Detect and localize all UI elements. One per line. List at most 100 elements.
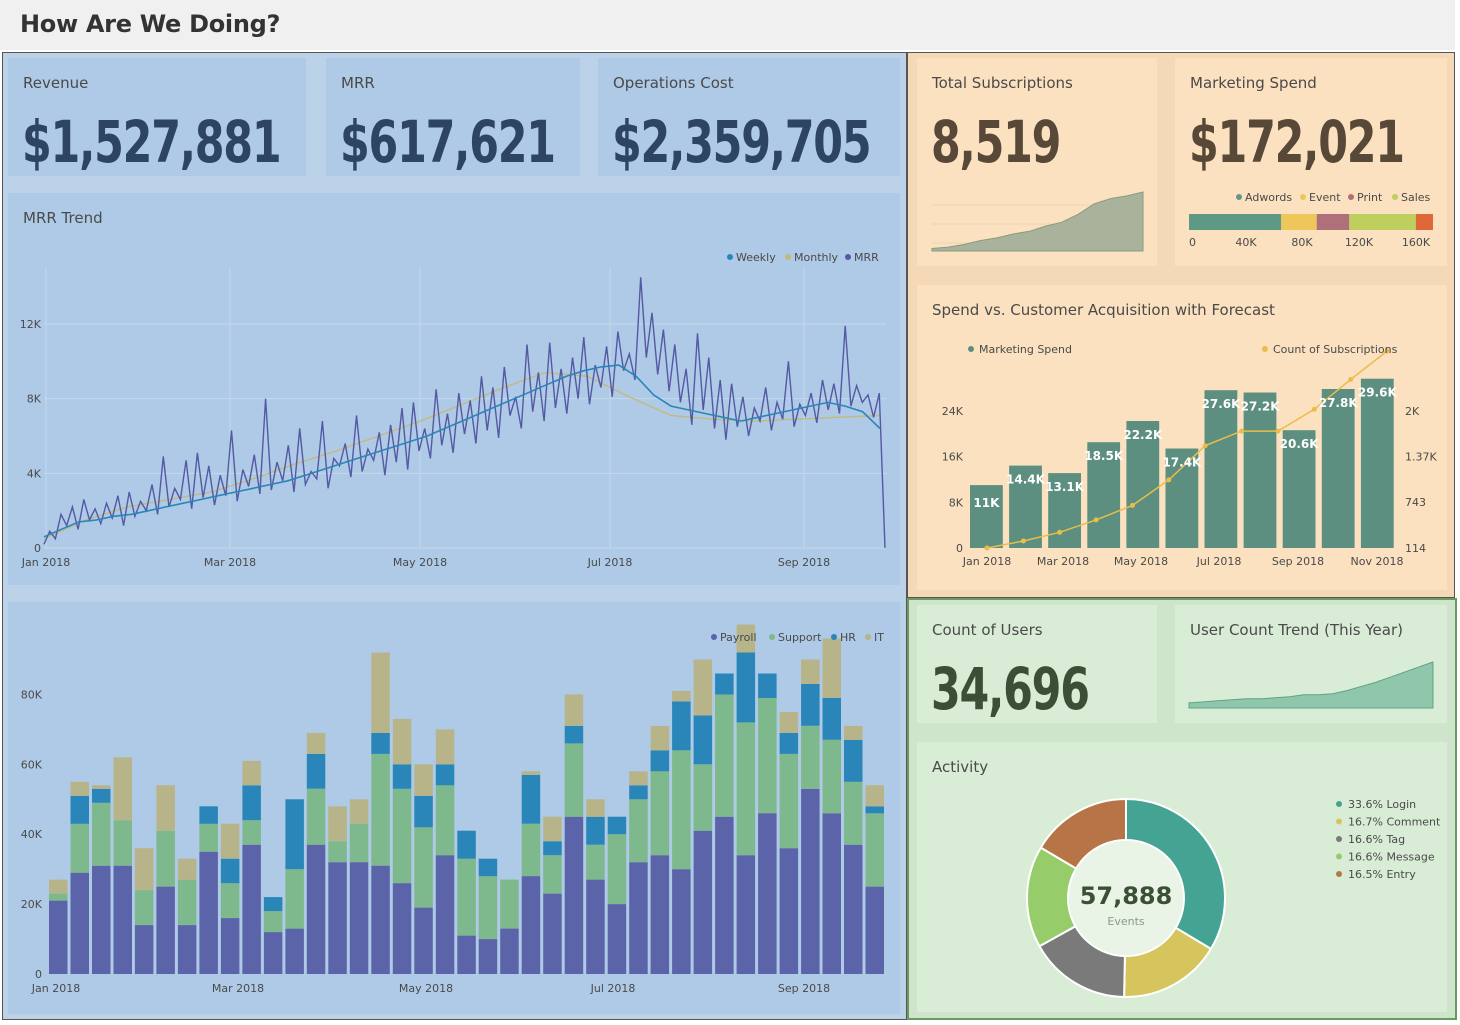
bar-support [457, 858, 476, 936]
subscriptions-point [984, 545, 990, 551]
x-tick-label: Nov 2018 [1351, 555, 1404, 568]
bar-hr [693, 715, 713, 765]
donut-total: 57,888 [1080, 882, 1173, 910]
legend-marker [1336, 818, 1342, 825]
x-tick-label: Jan 2018 [21, 556, 70, 569]
operations-cost-value: $2,359,705 [612, 108, 872, 176]
bar-support [285, 869, 304, 929]
bar-payroll [844, 844, 863, 974]
y-tick-label: 20K [21, 898, 43, 911]
bar-it [156, 785, 175, 831]
legend-marker [831, 634, 837, 640]
revenue-card[interactable]: Revenue $1,527,881 [8, 58, 306, 176]
bar-payroll [586, 879, 605, 974]
user-count-trend-title: User Count Trend (This Year) [1190, 621, 1403, 639]
marketing-spend-card[interactable]: Marketing Spend $172,021 0 40K 80K 120K 160K… [1175, 58, 1447, 266]
bar-hr [285, 799, 304, 870]
bar-marketing-spend [1282, 430, 1316, 548]
operations-cost-label: Operations Cost [613, 74, 734, 92]
marketing-breakdown-bar[interactable]: 0 40K 80K 120K 160K Adwords Event Print Sales [1175, 58, 1447, 266]
y-left-tick-label: 16K [942, 451, 964, 464]
bar-support [693, 764, 713, 831]
legend-marker [769, 634, 775, 640]
subscriptions-point [1311, 406, 1317, 412]
data-label: 11K [973, 496, 1000, 510]
bar-payroll [801, 788, 820, 974]
activity-donut-chart[interactable]: 57,888 Events 33.6% Login 16.7% Comment 16.6… [917, 742, 1447, 1012]
legend-marker [865, 634, 871, 640]
bar-hr [629, 785, 648, 800]
bar-it [92, 785, 111, 789]
bar-support [156, 830, 175, 887]
count-users-value: 34,696 [931, 655, 1090, 723]
bar-marketing-spend [970, 485, 1003, 548]
x-tick-label: 80K [1291, 236, 1313, 249]
bar-support [199, 823, 218, 852]
x-tick-label: 0 [1189, 236, 1196, 249]
bar-payroll [672, 869, 691, 974]
bar-payroll [328, 862, 347, 974]
y-tick-label: 80K [21, 688, 43, 701]
mrr-label: MRR [341, 74, 375, 92]
bar-payroll [478, 939, 498, 974]
bar-payroll [629, 862, 648, 974]
spend-acquisition-panel[interactable]: Spend vs. Customer Acquisition with Fore… [917, 285, 1447, 590]
subscriptions-point [1239, 428, 1244, 434]
legend-label: 16.7% Comment [1348, 816, 1441, 829]
bar-it [435, 729, 455, 765]
legend-marker [1348, 194, 1354, 200]
total-subscriptions-card[interactable]: Total Subscriptions 8,519 [917, 58, 1157, 266]
mrr-trend-panel[interactable]: MRR Trend 0 4K 8K 12K Jan 2018 Mar 2018 May 20… [8, 193, 900, 585]
legend-label: Monthly [794, 251, 839, 264]
user-count-trend-card[interactable]: User Count Trend (This Year) [1175, 605, 1447, 723]
operations-cost-chart[interactable]: 0 20K 40K 60K 80K Jan 2018 Mar 2018 May 2018 Jul… [8, 602, 900, 1014]
data-label: 29.6K [1358, 386, 1398, 400]
data-label: 17.4K [1162, 456, 1202, 470]
bar-marketing-spend [1321, 389, 1355, 548]
bar-support [478, 876, 498, 939]
operations-cost-card[interactable]: Operations Cost $2,359,705 [598, 58, 900, 176]
mrr-trend-chart[interactable]: 0 4K 8K 12K Jan 2018 Mar 2018 May 2018 Jul 2018… [8, 193, 900, 585]
donut-total-label: Events [1107, 915, 1145, 928]
bar-marketing-spend [1087, 442, 1121, 548]
x-tick-label: Jan 2018 [962, 555, 1011, 568]
bar-payroll [113, 865, 132, 974]
bar-support [242, 820, 261, 845]
bar-hr [392, 764, 412, 789]
legend-label: MRR [854, 251, 879, 264]
x-tick-label: Sep 2018 [778, 556, 830, 569]
x-tick-label: Sep 2018 [1272, 555, 1324, 568]
bar-hr [672, 701, 691, 751]
bar-hr [457, 830, 476, 859]
bar-hr [650, 750, 670, 772]
x-tick-label: Jul 2018 [590, 982, 636, 995]
activity-panel[interactable]: Activity 57,888 Events 33.6% Login 16.7% Co… [917, 742, 1447, 1012]
legend-label: Sales [1401, 191, 1431, 204]
segment-event [1281, 214, 1317, 230]
bar-hr [865, 806, 884, 814]
bar-payroll [220, 918, 240, 974]
bar-marketing-spend [1048, 473, 1081, 548]
data-label: 27.2K [1241, 400, 1281, 414]
operations-cost-panel[interactable]: 0 20K 40K 60K 80K Jan 2018 Mar 2018 May 2018 Jul… [8, 602, 900, 1014]
bar-support [263, 911, 283, 933]
count-users-card[interactable]: Count of Users 34,696 [917, 605, 1157, 723]
bar-payroll [242, 844, 261, 974]
bar-support [134, 890, 154, 925]
subscriptions-point [1130, 502, 1135, 508]
bar-support [736, 722, 756, 856]
legend-marker [968, 346, 974, 352]
x-tick-label: Sep 2018 [778, 982, 830, 995]
legend-marker [1336, 801, 1342, 807]
count-users-label: Count of Users [932, 621, 1043, 639]
x-tick-label: May 2018 [399, 982, 453, 995]
bar-payroll [414, 907, 433, 974]
data-label: 14.4K [1006, 473, 1046, 487]
y-left-tick-label: 24K [942, 405, 964, 418]
bar-it [49, 879, 68, 894]
mrr-trend-title: MRR Trend [23, 209, 103, 227]
mrr-card[interactable]: MRR $617,621 [326, 58, 580, 176]
data-label: 27.6K [1202, 397, 1242, 411]
bar-hr [521, 774, 541, 824]
